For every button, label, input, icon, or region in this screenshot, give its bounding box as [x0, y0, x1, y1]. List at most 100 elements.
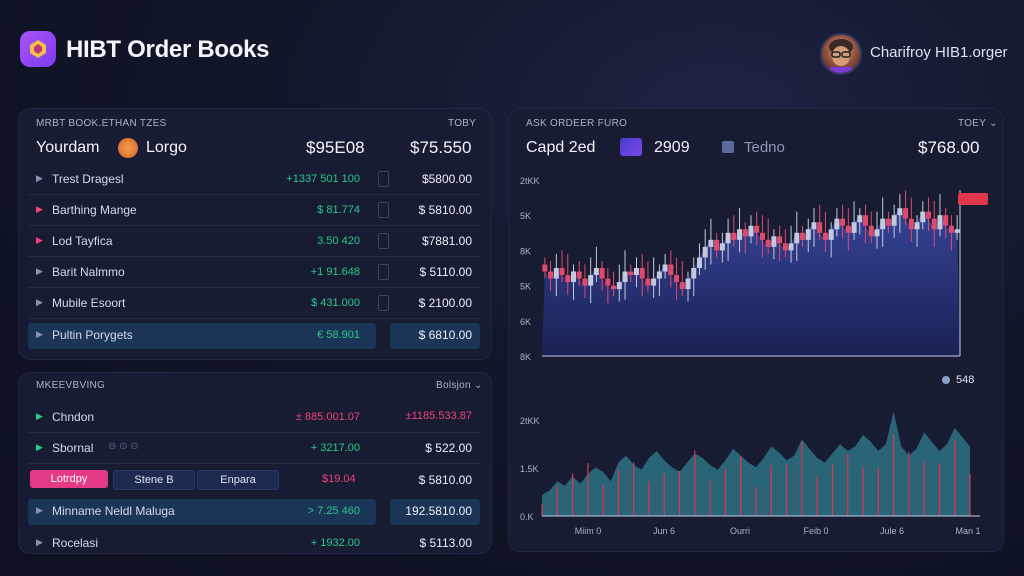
row-chevron-icon[interactable]: ▶ — [36, 266, 43, 276]
candle-body — [633, 268, 639, 276]
candle-body — [542, 264, 548, 272]
candle-body — [817, 222, 823, 233]
user-name: Charifroy HIB1.orger — [870, 44, 1008, 61]
candle-body — [759, 232, 765, 240]
y-tick-label: 8K — [520, 352, 531, 362]
candle-body — [811, 222, 817, 230]
row-action-icon[interactable] — [378, 171, 389, 187]
lower-row-name[interactable]: Rocelasi — [52, 536, 99, 550]
candle-body — [599, 268, 605, 279]
y-tick-label: 2tKK — [520, 416, 540, 426]
candle-body — [754, 225, 760, 233]
buttons-row-change: $19.04 — [322, 473, 356, 485]
row-chevron-icon[interactable]: ▶ — [36, 297, 43, 307]
candle-body — [771, 236, 777, 247]
chart-period[interactable]: TOEY ⌄ — [958, 118, 998, 129]
candle-body — [777, 236, 783, 244]
chevron-down-icon: ⌄ — [474, 380, 483, 391]
y-tick-label: 5K — [520, 211, 531, 221]
exchange-name: Tedno — [744, 139, 785, 156]
lower-row-price: 192.5810.00 — [405, 504, 472, 518]
candle-body — [931, 218, 937, 230]
candlestick-chart[interactable]: 2tKK 5K 8K 5K 6K 8K — [518, 170, 994, 370]
order-row-change: +1337 501 100 — [286, 173, 360, 185]
row-chevron-icon[interactable]: ▶ — [36, 505, 43, 515]
row-chevron-icon[interactable]: ▶ — [36, 329, 43, 339]
candle-body — [874, 229, 880, 237]
toggle-button-1[interactable]: Lotrdpy — [30, 470, 108, 488]
summary-token: Lorgo — [146, 139, 187, 156]
candle-body — [805, 229, 811, 240]
current-price-tag — [958, 193, 988, 205]
row-chevron-icon[interactable]: ▶ — [36, 173, 43, 183]
row-divider — [28, 225, 480, 226]
candle-body — [937, 215, 943, 230]
x-tick-label: Feib 0 — [803, 526, 828, 536]
order-row-name[interactable]: Lod Tayfica — [52, 234, 113, 248]
candle-body — [863, 215, 869, 226]
candle-body — [920, 211, 926, 223]
x-tick-label: Jun 6 — [653, 526, 675, 536]
pair-name: Capd 2ed — [526, 139, 596, 156]
lower-row-name[interactable]: Minname Neldl Maluga — [52, 504, 175, 518]
toggle-button-2[interactable]: Stene B — [113, 470, 195, 490]
row-chevron-icon[interactable]: ▶ — [36, 442, 43, 452]
token-coin-icon — [118, 138, 138, 158]
candle-body — [696, 257, 702, 268]
candle-body — [708, 239, 714, 247]
summary-value-1: $95E08 — [306, 138, 365, 157]
candle-body — [645, 278, 651, 286]
row-action-icon[interactable] — [378, 202, 389, 218]
lower-row-price: ±1185.533.87 — [405, 410, 472, 422]
candle-body — [668, 264, 674, 276]
order-row-name[interactable]: Trest Dragesl — [52, 172, 124, 186]
row-chevron-icon[interactable]: ▶ — [36, 537, 43, 547]
row-action-icon[interactable] — [378, 264, 389, 280]
y-tick-label: 6K — [520, 317, 531, 327]
lower-row-name[interactable]: Sbornal — [52, 441, 94, 455]
volume-area-chart[interactable]: 2tKK 1.5K 0.K Miim 0 Jun 6 Ourri Feib 0 Jule 6 M… — [518, 390, 994, 540]
row-action-icon[interactable] — [378, 295, 389, 311]
candle-body — [954, 229, 960, 233]
app-title: HIBT Order Books — [66, 36, 270, 63]
y-tick-label: 8K — [520, 246, 531, 256]
user-avatar[interactable] — [820, 33, 862, 75]
candle-body — [857, 215, 863, 223]
order-row-name[interactable]: Barit Nalmmo — [52, 265, 125, 279]
order-row-change: $ 431.000 — [311, 297, 360, 309]
lower-row-price: $ 5113.00 — [419, 536, 473, 550]
order-row-price: $ 5110.00 — [419, 265, 473, 279]
app-logo[interactable] — [20, 31, 56, 67]
candle-body — [588, 275, 594, 286]
candle-body — [548, 271, 554, 279]
candle-body — [651, 278, 657, 286]
lower-row-name[interactable]: Chndon — [52, 410, 95, 424]
candle-body — [828, 229, 834, 240]
row-chevron-icon[interactable]: ▶ — [36, 235, 43, 245]
row-chevron-icon[interactable]: ▶ — [36, 204, 43, 214]
candle-body — [794, 232, 800, 244]
lower-book-filter[interactable]: Bolsjon ⌄ — [436, 380, 483, 391]
order-row-name[interactable]: Pultin Porygets — [52, 328, 133, 342]
row-chevron-icon[interactable]: ▶ — [36, 411, 43, 421]
order-book-period[interactable]: TOBY — [448, 118, 477, 129]
price-area — [542, 208, 960, 356]
row-highlight-price — [390, 499, 480, 525]
row-highlight — [28, 323, 376, 349]
candle-body — [570, 271, 576, 283]
toggle-button-3[interactable]: Enpara — [197, 470, 279, 490]
row-action-icon[interactable] — [378, 233, 389, 249]
candle-body — [914, 222, 920, 230]
candle-body — [702, 246, 708, 258]
row-divider — [28, 194, 480, 195]
order-row-name[interactable]: Barthing Mange — [52, 203, 137, 217]
candle-body — [948, 225, 954, 233]
candle-body — [880, 218, 886, 230]
y-tick-label: 2tKK — [520, 176, 540, 186]
chevron-down-icon: ⌄ — [989, 118, 998, 129]
order-row-name[interactable]: Mubile Esoort — [52, 296, 126, 310]
lower-row-change: + 3217.00 — [310, 442, 360, 454]
y-tick-label: 5K — [520, 282, 531, 292]
candle-body — [553, 268, 559, 279]
order-row-change: +1 91.648 — [310, 266, 360, 278]
